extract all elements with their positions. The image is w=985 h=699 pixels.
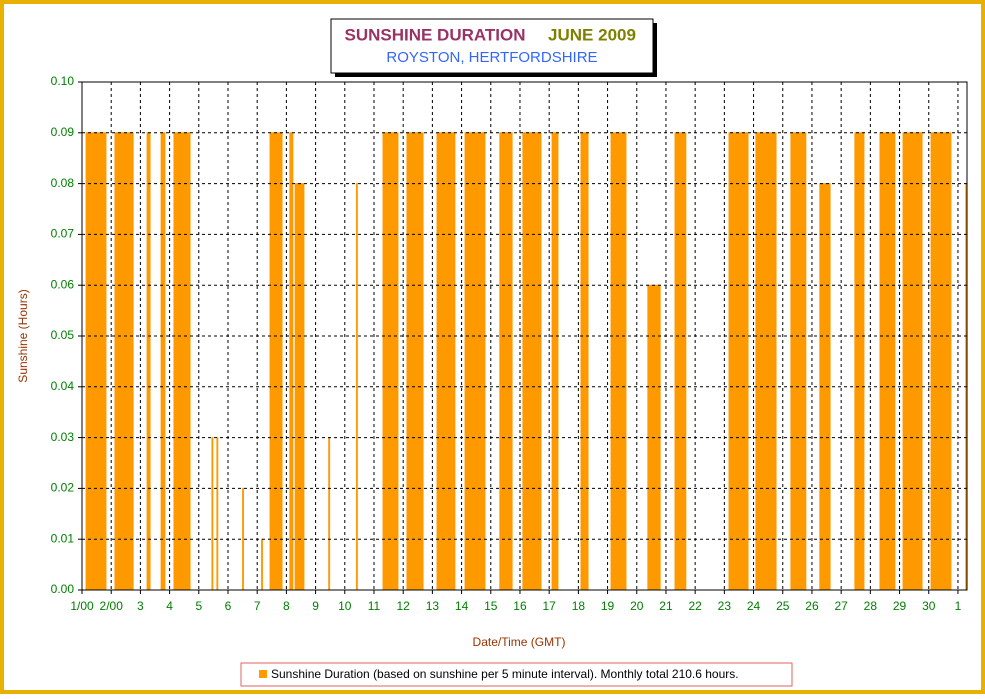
x-tick-label: 28 (864, 599, 878, 613)
y-tick-label: 0.09 (51, 125, 75, 139)
x-tick-label: 3 (137, 599, 144, 613)
x-tick-label: 23 (718, 599, 732, 613)
x-tick-label: 21 (659, 599, 673, 613)
x-tick-label: 14 (455, 599, 469, 613)
x-tick-label: 19 (601, 599, 615, 613)
x-tick-label: 26 (805, 599, 819, 613)
x-tick-label: 18 (572, 599, 586, 613)
title-box (330, 18, 654, 74)
x-tick-label: 16 (513, 599, 527, 613)
legend (240, 662, 793, 687)
y-tick-label: 0.05 (51, 328, 75, 342)
x-tick-label: 12 (397, 599, 411, 613)
chart-title: SUNSHINE DURATION (344, 25, 525, 44)
x-tick-label: 7 (254, 599, 261, 613)
x-tick-label: 13 (426, 599, 440, 613)
legend-swatch (259, 670, 267, 678)
y-tick-label: 0.06 (51, 277, 75, 291)
y-tick-label: 0.00 (51, 582, 75, 596)
x-tick-label: 17 (542, 599, 556, 613)
x-tick-label: 30 (922, 599, 936, 613)
y-axis-label: Sunshine (Hours) (16, 289, 30, 382)
x-tick-label: 10 (338, 599, 352, 613)
y-tick-label: 0.04 (51, 379, 75, 393)
x-tick-label: 5 (195, 599, 202, 613)
x-tick-label: 25 (776, 599, 790, 613)
x-tick-label: 4 (166, 599, 173, 613)
x-axis-label: Date/Time (GMT) (473, 635, 566, 649)
legend-label: Sunshine Duration (based on sunshine per… (271, 667, 739, 681)
y-tick-label: 0.02 (51, 481, 75, 495)
x-tick-label: 8 (283, 599, 290, 613)
x-tick-label: 20 (630, 599, 644, 613)
y-tick-label: 0.10 (51, 74, 75, 88)
y-tick-label: 0.07 (51, 227, 75, 241)
x-tick-label: 29 (893, 599, 907, 613)
x-tick-label: 22 (688, 599, 702, 613)
x-tick-label: 24 (747, 599, 761, 613)
y-tick-label: 0.08 (51, 176, 75, 190)
y-tick-label: 0.01 (51, 531, 75, 545)
x-tick-label: 6 (225, 599, 232, 613)
x-tick-label: 1/00 (70, 599, 94, 613)
plot-border (81, 81, 968, 591)
x-tick-label: 2/00 (100, 599, 124, 613)
chart-subtitle: ROYSTON, HERTFORDSHIRE (386, 49, 597, 66)
x-tick-label: 9 (312, 599, 319, 613)
x-tick-label: 15 (484, 599, 498, 613)
y-tick-label: 0.03 (51, 430, 75, 444)
x-tick-label: 1 (955, 599, 962, 613)
x-tick-label: 27 (834, 599, 848, 613)
x-tick-label: 11 (368, 599, 381, 613)
title-period: JUNE 2009 (548, 25, 636, 44)
